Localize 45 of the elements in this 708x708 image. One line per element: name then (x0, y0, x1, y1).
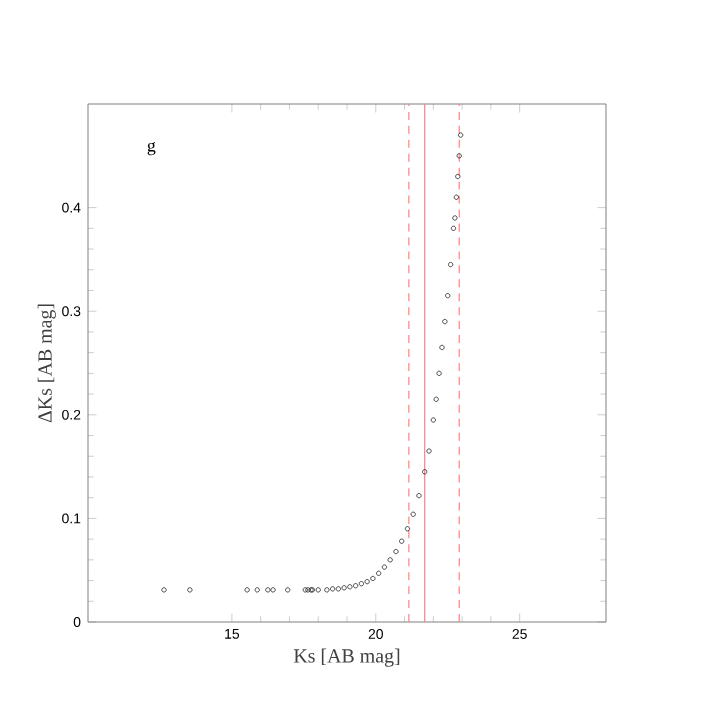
y-axis-title: ΔKs [AB mag] (37, 304, 56, 423)
point (393, 549, 399, 555)
point (416, 493, 422, 499)
point (456, 153, 462, 159)
point (341, 585, 347, 591)
point (450, 225, 457, 231)
point (436, 370, 442, 376)
point (381, 564, 387, 570)
point (270, 587, 276, 593)
point (458, 132, 464, 138)
point (439, 344, 445, 351)
annotation: g (147, 142, 156, 156)
point (364, 579, 370, 585)
point (410, 511, 416, 517)
point (302, 587, 308, 593)
point (315, 587, 321, 593)
x-axis-title: Ks [AB mag] (293, 648, 400, 667)
point (452, 215, 458, 221)
point (370, 575, 376, 582)
point (347, 584, 353, 590)
point (305, 587, 311, 593)
point (455, 173, 461, 180)
point (426, 448, 432, 454)
point (187, 587, 193, 593)
point (324, 587, 330, 593)
point (404, 526, 410, 532)
point (422, 469, 428, 475)
point (353, 583, 359, 589)
point (399, 538, 405, 544)
point (330, 586, 336, 592)
point (430, 417, 436, 423)
point (335, 586, 341, 592)
point (358, 581, 364, 587)
point (254, 587, 260, 593)
point (442, 319, 448, 325)
point (244, 587, 250, 593)
point (161, 587, 167, 593)
point (433, 396, 439, 402)
point (265, 587, 271, 593)
point (445, 293, 451, 299)
point (376, 570, 382, 576)
point (453, 194, 459, 200)
point (448, 262, 454, 268)
point (387, 557, 393, 563)
point (285, 587, 291, 593)
